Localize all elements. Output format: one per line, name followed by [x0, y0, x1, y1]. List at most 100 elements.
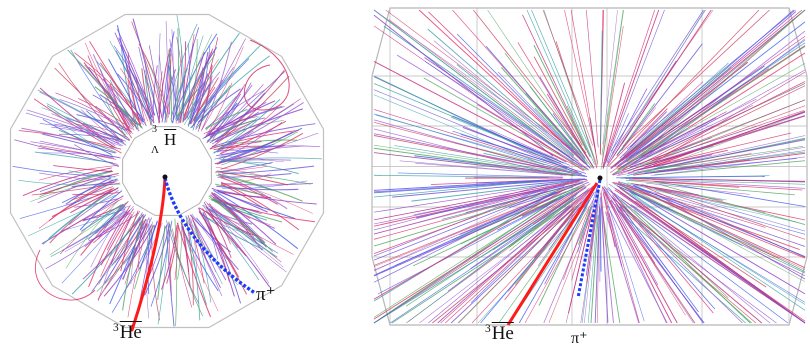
track — [601, 25, 624, 165]
track — [89, 40, 142, 126]
track — [22, 167, 112, 197]
track — [629, 191, 743, 246]
track — [373, 144, 578, 176]
track — [647, 110, 806, 169]
track — [373, 14, 554, 157]
track — [606, 9, 712, 166]
track — [457, 186, 594, 324]
track — [373, 190, 548, 261]
track — [566, 105, 591, 158]
track — [616, 139, 806, 177]
track — [88, 212, 139, 242]
track — [646, 182, 750, 195]
track — [221, 145, 305, 156]
track — [654, 160, 806, 176]
track — [177, 34, 213, 117]
helium3-track — [130, 176, 167, 332]
track — [385, 9, 582, 157]
track — [88, 67, 135, 131]
track — [611, 9, 704, 152]
track — [504, 210, 575, 301]
decay-tracks-side-view — [506, 175, 603, 326]
track — [635, 117, 677, 151]
track — [70, 187, 119, 214]
track — [570, 9, 599, 165]
track — [563, 208, 590, 280]
track — [188, 216, 223, 285]
track — [623, 183, 806, 282]
track — [602, 9, 665, 170]
track — [602, 9, 660, 169]
track — [399, 160, 567, 176]
track — [408, 198, 573, 322]
track — [58, 129, 117, 153]
track — [608, 9, 760, 167]
background-tracks-side-view — [373, 9, 806, 324]
track — [183, 48, 214, 117]
track — [601, 9, 624, 156]
track — [373, 9, 565, 154]
track — [214, 92, 266, 143]
track — [497, 185, 586, 231]
track — [613, 181, 806, 247]
inner-hole-end-view — [122, 126, 212, 216]
track — [492, 186, 587, 251]
track — [652, 179, 806, 189]
track — [631, 183, 806, 221]
track — [622, 9, 770, 147]
track — [88, 66, 143, 122]
track — [616, 43, 703, 157]
track — [116, 25, 145, 123]
decay-vertex — [597, 175, 603, 181]
track — [208, 203, 282, 263]
track — [90, 206, 127, 268]
track — [640, 183, 806, 232]
track — [375, 114, 548, 164]
track — [192, 219, 227, 281]
track — [452, 115, 571, 166]
track — [138, 43, 169, 114]
track — [552, 113, 586, 158]
track — [392, 178, 588, 198]
track — [157, 223, 170, 325]
track — [373, 195, 564, 318]
track — [208, 208, 278, 258]
track — [633, 149, 728, 172]
track — [83, 123, 128, 138]
track — [65, 200, 119, 269]
track — [521, 198, 558, 217]
track — [220, 120, 287, 155]
track — [428, 11, 571, 150]
track — [215, 166, 272, 179]
track — [608, 212, 623, 267]
track — [604, 9, 656, 161]
track — [116, 28, 154, 116]
track — [217, 173, 292, 178]
track — [537, 188, 593, 266]
track — [526, 9, 595, 165]
track — [653, 181, 740, 188]
track — [176, 222, 212, 318]
track — [618, 105, 806, 176]
track — [452, 186, 579, 241]
track — [12, 166, 116, 178]
track — [623, 9, 806, 164]
track — [584, 189, 600, 324]
track — [40, 172, 119, 195]
track — [220, 132, 304, 170]
track — [219, 106, 279, 155]
track — [216, 196, 266, 243]
track — [644, 151, 806, 173]
track — [190, 55, 270, 129]
track — [144, 223, 171, 296]
track — [203, 116, 258, 135]
track — [54, 67, 131, 141]
track — [194, 58, 250, 122]
track — [578, 206, 592, 245]
detector-frame-side-view — [371, 7, 808, 326]
track — [456, 64, 579, 162]
track — [108, 58, 144, 123]
track — [611, 196, 656, 264]
track — [109, 219, 147, 305]
track — [42, 119, 112, 155]
